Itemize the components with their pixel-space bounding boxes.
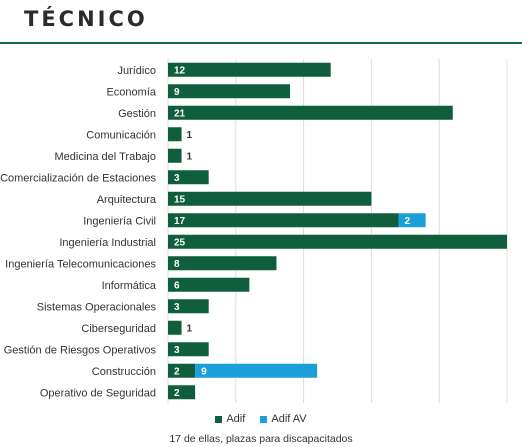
bar-adif-av bbox=[195, 363, 318, 378]
bar-adif bbox=[168, 363, 196, 378]
data-label: 3 bbox=[174, 173, 180, 184]
category-label: Comercialización de Estaciones bbox=[0, 172, 156, 184]
category-label: Arquitectura bbox=[97, 194, 157, 206]
data-label: 2 bbox=[174, 388, 180, 399]
data-label: 1 bbox=[187, 130, 193, 141]
page-title: TÉCNICO bbox=[24, 7, 148, 31]
bar-adif bbox=[168, 234, 507, 249]
category-label: Ciberseguridad bbox=[81, 323, 156, 335]
data-label: 25 bbox=[174, 237, 186, 248]
bar-adif bbox=[168, 148, 182, 163]
category-label: Construcción bbox=[92, 366, 156, 378]
legend-item-adif: Adif bbox=[215, 413, 245, 425]
bar-adif bbox=[168, 191, 372, 206]
bar-adif bbox=[168, 105, 453, 120]
category-label: Comunicación bbox=[86, 129, 156, 141]
data-label: 2 bbox=[174, 366, 180, 377]
category-label: Gestión bbox=[118, 108, 156, 120]
data-label: 21 bbox=[174, 108, 186, 119]
bar-adif bbox=[168, 84, 291, 99]
bar-adif bbox=[168, 299, 209, 314]
category-label: Ingeniería Telecomunicaciones bbox=[5, 258, 156, 270]
legend-label-adif: Adif bbox=[226, 413, 246, 425]
data-label: 1 bbox=[187, 323, 193, 334]
data-label: 3 bbox=[174, 302, 180, 313]
legend-item-adif-av: Adif AV bbox=[260, 413, 307, 425]
data-label: 12 bbox=[174, 65, 186, 76]
bar-adif bbox=[168, 277, 250, 292]
bar-adif bbox=[168, 213, 399, 228]
bar-adif bbox=[168, 127, 182, 142]
category-label: Medicina del Trabajo bbox=[54, 151, 156, 163]
data-label: 9 bbox=[201, 366, 207, 377]
data-label: 6 bbox=[174, 280, 180, 291]
bar-adif bbox=[168, 170, 209, 185]
category-label: Ingeniería Industrial bbox=[59, 237, 156, 249]
category-label: Operativo de Seguridad bbox=[40, 387, 156, 399]
bar-adif bbox=[168, 320, 182, 335]
bar-adif bbox=[168, 62, 331, 77]
category-label: Gestión de Riesgos Operativos bbox=[4, 344, 157, 356]
category-label: Informática bbox=[102, 280, 157, 292]
data-label: 15 bbox=[174, 194, 186, 205]
bar-adif-av bbox=[398, 213, 426, 228]
title-underline bbox=[0, 42, 522, 44]
legend-label-adif-av: Adif AV bbox=[271, 413, 307, 425]
data-label: 2 bbox=[405, 216, 411, 227]
category-label: Sistemas Operacionales bbox=[37, 301, 157, 313]
data-label: 9 bbox=[174, 87, 180, 98]
legend-swatch-adif-av bbox=[260, 415, 268, 423]
category-labels: Jurídico Economía Gestión Comunicación Medic… bbox=[0, 65, 157, 400]
legend-swatch-adif bbox=[215, 415, 223, 423]
bar-adif bbox=[168, 342, 209, 357]
data-label: 3 bbox=[174, 345, 180, 356]
data-label: 17 bbox=[174, 216, 186, 227]
footnote: 17 de ellas, plazas para discapacitados bbox=[169, 433, 353, 445]
category-label: Economía bbox=[106, 86, 156, 98]
category-label: Ingeniería Civil bbox=[83, 215, 156, 227]
category-label: Jurídico bbox=[117, 65, 156, 77]
bar-adif bbox=[168, 256, 277, 271]
data-label: 8 bbox=[174, 259, 180, 270]
bar-adif bbox=[168, 385, 196, 400]
legend: Adif Adif AV bbox=[0, 413, 522, 425]
data-label: 1 bbox=[187, 151, 193, 162]
